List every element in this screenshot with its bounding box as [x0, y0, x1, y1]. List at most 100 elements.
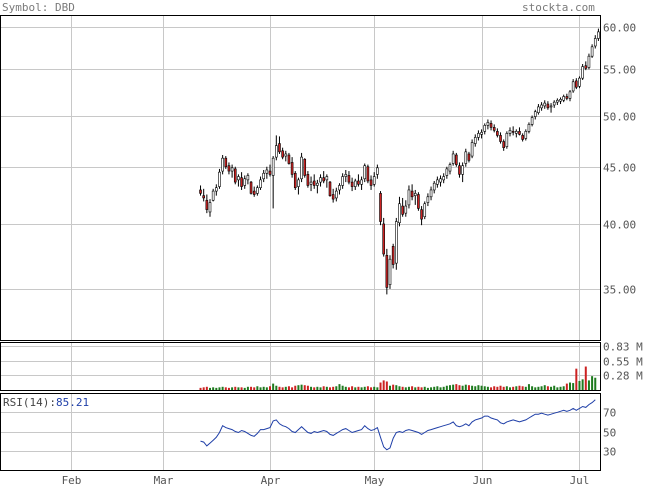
volume-bar	[543, 385, 546, 390]
candle-body	[388, 258, 392, 285]
candle-body	[499, 135, 502, 142]
volume-bar	[452, 384, 455, 390]
candle	[458, 162, 461, 178]
candle	[259, 176, 262, 190]
x-tick-label: Jul	[570, 474, 590, 486]
axis-labels: Feb Mar Apr May Jun Jul 60.00 55.00 50.00 45.00 40…	[62, 22, 644, 486]
candle-body	[246, 175, 250, 181]
gridlines	[1, 16, 600, 470]
candle	[486, 119, 490, 130]
candle	[360, 176, 363, 190]
volume-bars	[199, 366, 597, 390]
volume-bar	[275, 385, 278, 390]
candle-body	[221, 157, 224, 172]
volume-bar	[310, 386, 313, 390]
candle	[480, 129, 483, 139]
candle	[518, 127, 521, 136]
volume-bar	[325, 386, 328, 390]
candle	[224, 156, 228, 169]
candle	[432, 180, 436, 194]
candle-body	[278, 143, 281, 153]
candle-body	[521, 135, 524, 140]
candle	[571, 79, 575, 93]
candle	[338, 183, 341, 195]
volume-bar	[373, 386, 376, 390]
volume-bar	[272, 383, 275, 390]
candle	[240, 172, 243, 190]
volume-bar	[540, 386, 543, 390]
candle-body	[230, 167, 234, 172]
candle	[252, 186, 256, 197]
volume-bar	[505, 386, 508, 390]
volume-bar	[426, 387, 429, 390]
candle-body	[417, 194, 420, 209]
candle-body	[293, 172, 297, 188]
volume-bar	[445, 385, 448, 390]
volume-bar	[474, 386, 477, 390]
volume-bar	[287, 386, 290, 390]
candle	[502, 139, 505, 151]
candle	[413, 189, 417, 205]
volume-bar	[467, 385, 470, 390]
volume-bar	[379, 382, 382, 390]
candle	[537, 104, 540, 115]
candle	[398, 196, 401, 227]
volume-bar	[524, 386, 527, 390]
candle	[350, 177, 354, 192]
candle	[353, 178, 357, 190]
candle-body	[379, 193, 382, 222]
candle	[221, 155, 224, 175]
candle	[237, 174, 240, 187]
candle-body	[357, 180, 360, 185]
candle	[325, 174, 329, 188]
candle-body	[366, 166, 370, 182]
volume-bar	[537, 386, 540, 390]
volume-bar	[306, 385, 309, 390]
candle	[262, 169, 265, 183]
volume-bar	[512, 386, 515, 390]
candle	[218, 168, 221, 189]
candle	[215, 184, 218, 196]
candle	[395, 217, 398, 270]
volume-bar	[366, 386, 369, 390]
candle	[590, 44, 594, 58]
candle-body	[218, 171, 221, 187]
candle-body	[290, 162, 294, 175]
candle-body	[344, 174, 348, 177]
candle	[470, 139, 474, 159]
volume-bar	[205, 386, 208, 390]
rsi-panel	[200, 399, 596, 451]
candle	[281, 147, 284, 160]
candle	[316, 179, 319, 194]
volume-bar	[319, 387, 322, 390]
volume-bar	[370, 387, 373, 390]
candle-body	[401, 205, 404, 215]
candle	[562, 94, 565, 103]
volume-bar	[246, 386, 249, 390]
candle	[496, 128, 499, 138]
volume-bar	[477, 385, 480, 390]
candle-body	[461, 165, 464, 175]
candle	[508, 127, 512, 137]
volume-bar	[392, 384, 395, 390]
price-tick-label: 50.00	[603, 111, 636, 124]
candle-body	[575, 80, 578, 88]
candle-body	[391, 246, 395, 265]
x-tick-label: May	[365, 474, 385, 486]
volume-bar	[395, 385, 398, 390]
symbol-value: DBD	[54, 1, 75, 14]
volume-bar	[591, 376, 594, 390]
candle	[233, 166, 237, 185]
candle	[293, 171, 297, 190]
volume-bar	[518, 385, 521, 390]
candle-body	[442, 176, 445, 181]
candle-body	[524, 131, 528, 139]
volume-bar	[332, 386, 335, 390]
candle-body	[240, 177, 243, 187]
volume-bar	[354, 387, 357, 390]
candle	[552, 100, 556, 108]
rsi-label: RSI(14):	[3, 396, 56, 409]
candle-body	[432, 182, 436, 191]
candle-body	[256, 187, 259, 194]
candle	[597, 28, 600, 41]
